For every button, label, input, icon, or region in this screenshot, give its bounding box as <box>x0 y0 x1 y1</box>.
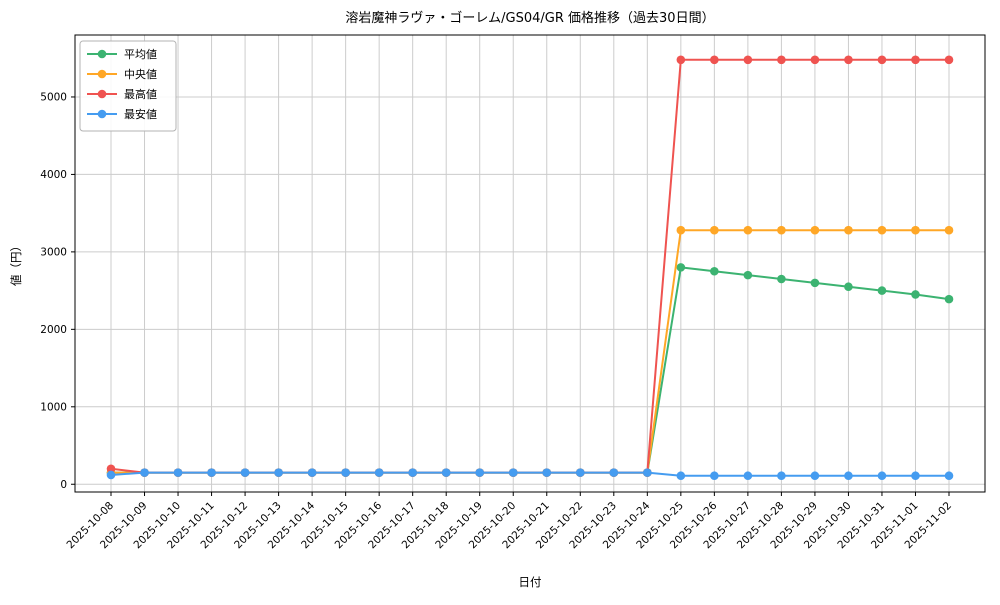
data-point-min <box>207 468 216 477</box>
data-point-average <box>944 294 954 304</box>
data-point-min <box>140 468 149 477</box>
data-point-min <box>844 471 853 481</box>
series-min <box>106 468 954 481</box>
data-point-median <box>844 225 853 235</box>
data-point-min <box>542 468 552 477</box>
x-axis-label: 日付 <box>519 575 542 589</box>
data-point-average <box>911 290 920 299</box>
legend-label-median: 中央値 <box>124 68 157 81</box>
series-line-min <box>110 471 949 477</box>
data-point-min <box>777 471 786 481</box>
data-point-min <box>743 471 753 481</box>
series-line-median <box>111 229 949 474</box>
legend-marker-dot <box>97 89 107 99</box>
data-point-min <box>374 468 384 477</box>
series-line-max <box>110 58 949 474</box>
data-point-min <box>609 468 619 477</box>
data-point-min <box>944 471 954 481</box>
data-point-average <box>676 263 686 272</box>
y-axis-label: 値（円） <box>9 240 23 286</box>
series-max <box>106 55 954 477</box>
data-point-median <box>710 225 719 235</box>
data-point-median <box>911 225 920 235</box>
data-point-min <box>106 470 116 480</box>
data-point-max <box>944 55 954 65</box>
legend-marker-dot <box>97 49 107 59</box>
data-point-max <box>911 55 920 65</box>
legend-label-max: 最高値 <box>124 87 157 101</box>
y-tick-label: 2000 <box>40 324 67 336</box>
data-point-max <box>743 55 753 65</box>
grid-layer <box>75 35 985 492</box>
y-tick-label: 1000 <box>40 401 67 413</box>
data-point-min <box>441 468 451 477</box>
data-point-min <box>676 471 686 481</box>
data-point-max <box>844 55 853 65</box>
data-point-max <box>777 55 786 65</box>
y-tick-label: 3000 <box>40 246 67 258</box>
data-point-min <box>710 471 719 481</box>
data-point-min <box>341 468 350 477</box>
data-point-min <box>575 468 585 477</box>
chart-title: 溶岩魔神ラヴァ・ゴーレム/GS04/GR 価格推移（過去30日間） <box>345 10 714 26</box>
data-point-min <box>911 471 920 481</box>
data-point-average <box>710 266 719 276</box>
data-point-max <box>106 464 116 474</box>
data-point-median <box>676 225 686 235</box>
data-point-median <box>877 225 887 235</box>
data-point-min <box>475 468 485 477</box>
data-point-average <box>777 274 786 284</box>
data-point-average <box>844 282 853 292</box>
legend-label-average: 平均値 <box>124 48 157 61</box>
series-line-average <box>111 266 950 474</box>
y-tick-label: 5000 <box>40 91 67 103</box>
data-point-min <box>173 468 183 477</box>
y-tick-label: 4000 <box>40 169 67 181</box>
data-point-max <box>710 55 719 65</box>
data-point-max <box>877 55 887 65</box>
data-point-min <box>643 468 652 477</box>
plot-border <box>74 34 986 493</box>
data-point-median <box>743 225 753 235</box>
data-point-min <box>877 471 887 481</box>
series-median <box>106 225 954 477</box>
data-point-min <box>408 468 417 477</box>
data-point-average <box>810 278 820 288</box>
legend-label-min: 最安値 <box>124 107 157 121</box>
data-point-median <box>777 225 786 235</box>
data-point-average <box>743 270 753 280</box>
legend-marker-dot <box>97 69 107 79</box>
data-point-min <box>240 468 250 477</box>
data-point-max <box>810 55 820 65</box>
legend-marker-dot <box>97 109 107 119</box>
series-layer <box>106 55 954 481</box>
data-point-average <box>877 286 887 295</box>
data-point-min <box>810 471 820 481</box>
data-point-min <box>274 468 283 477</box>
data-point-min <box>307 468 317 477</box>
data-point-min <box>508 468 518 477</box>
data-point-max <box>676 55 686 65</box>
series-average <box>106 263 954 477</box>
data-point-median <box>944 225 954 235</box>
data-point-median <box>810 225 820 235</box>
legend-box <box>79 40 177 132</box>
y-tick-label: 0 <box>60 479 67 491</box>
